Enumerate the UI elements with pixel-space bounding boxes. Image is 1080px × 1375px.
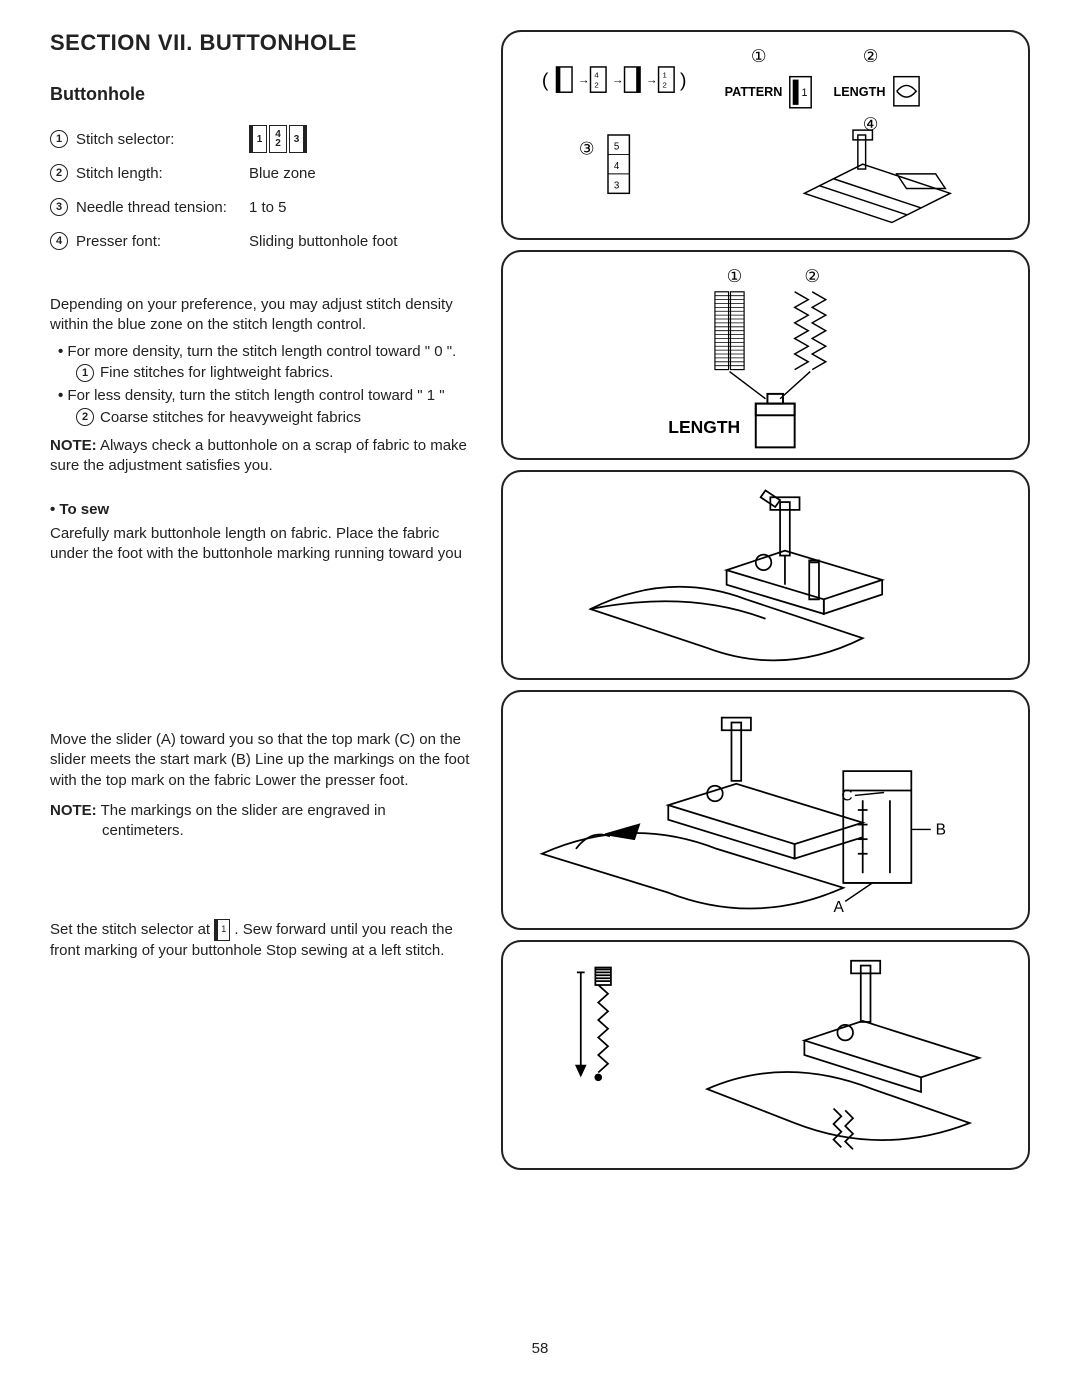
bullet-item: For less density, turn the stitch length… xyxy=(58,386,481,406)
note-text: Always check a buttonhole on a scrap of … xyxy=(50,437,467,474)
set-stitch-pre: Set the stitch selector at xyxy=(50,921,214,938)
page-number: 58 xyxy=(0,1340,1080,1357)
stitch-icon-2: 42 xyxy=(269,125,287,153)
svg-text:2: 2 xyxy=(594,80,598,89)
density-bullets: For more density, turn the stitch length… xyxy=(58,342,481,427)
to-sew-heading: • To sew xyxy=(50,501,481,518)
setting-value: 1 to 5 xyxy=(249,199,481,216)
setting-value: Blue zone xyxy=(249,165,481,182)
settings-list: 1 Stitch selector: 1 42 3 2 Stitch lengt… xyxy=(50,125,481,255)
to-sew-text: Carefully mark buttonhole length on fabr… xyxy=(50,524,481,565)
bullet-sub: 1 Fine stitches for lightweight fabrics. xyxy=(76,364,481,382)
svg-text:(: ( xyxy=(542,69,549,91)
svg-text:1: 1 xyxy=(662,71,666,80)
bullet-sub-text: Coarse stitches for heavyweight fabrics xyxy=(100,409,361,426)
figure-panel-2: ① ② LENGTH xyxy=(501,250,1030,460)
circled-number-icon: 3 xyxy=(50,198,68,216)
move-slider-text: Move the slider (A) toward you so that t… xyxy=(50,730,481,791)
svg-text:C: C xyxy=(841,787,852,804)
subsection-heading: Buttonhole xyxy=(50,84,481,105)
spacer xyxy=(50,570,481,730)
circled-4: ④ xyxy=(863,114,879,134)
stitch-selector-icons: 1 42 3 xyxy=(249,125,307,153)
bullet-sub: 2 Coarse stitches for heavyweight fabric… xyxy=(76,408,481,426)
stitch-icon-inline: 1 xyxy=(214,919,230,941)
svg-text:1: 1 xyxy=(801,87,807,99)
note-text: The markings on the slider are engraved … xyxy=(50,802,481,842)
setting-row: 3 Needle thread tension: 1 to 5 xyxy=(50,193,481,221)
setting-label: Stitch selector: xyxy=(76,131,241,148)
spacer xyxy=(50,859,481,919)
figure-panel-3 xyxy=(501,470,1030,680)
note-1: NOTE: Always check a buttonhole on a scr… xyxy=(50,436,481,477)
circled-3: ③ xyxy=(579,138,595,158)
length-label: LENGTH xyxy=(834,85,886,99)
setting-row: 4 Presser font: Sliding buttonhole foot xyxy=(50,227,481,255)
svg-text:LENGTH: LENGTH xyxy=(668,417,740,437)
note-2: NOTE: The markings on the slider are eng… xyxy=(50,801,481,842)
setting-value: Sliding buttonhole foot xyxy=(249,233,481,250)
svg-text:3: 3 xyxy=(614,180,619,191)
pattern-label: PATTERN xyxy=(725,85,783,99)
setting-row: 1 Stitch selector: 1 42 3 xyxy=(50,125,481,153)
circled-number-icon: 2 xyxy=(50,164,68,182)
figure-panel-1: ① ② ( → 42 → → 12 ) PATTERN 1 LENGTH xyxy=(501,30,1030,240)
circled-number-icon: 4 xyxy=(50,232,68,250)
svg-text:5: 5 xyxy=(614,142,619,153)
note-label: NOTE: xyxy=(50,437,97,454)
svg-text:→: → xyxy=(612,73,624,86)
setting-value: 1 42 3 xyxy=(249,125,481,153)
bullet-item: For more density, turn the stitch length… xyxy=(58,342,481,362)
svg-text:4: 4 xyxy=(594,71,599,80)
setting-label: Needle thread tension: xyxy=(76,199,241,216)
svg-text:4: 4 xyxy=(614,161,620,172)
bullet-sub-text: Fine stitches for lightweight fabrics. xyxy=(100,364,333,381)
left-column: SECTION VII. BUTTONHOLE Buttonhole 1 Sti… xyxy=(50,30,481,1170)
svg-text:B: B xyxy=(936,821,946,838)
figure-panel-5 xyxy=(501,940,1030,1170)
circled-number-icon: 1 xyxy=(76,364,94,382)
circled-2: ② xyxy=(863,46,879,66)
setting-label: Presser font: xyxy=(76,233,241,250)
svg-text:2: 2 xyxy=(662,80,666,89)
set-stitch-text: Set the stitch selector at 1 . Sew forwa… xyxy=(50,919,481,961)
note-label: NOTE: xyxy=(50,802,97,819)
right-column: ① ② ( → 42 → → 12 ) PATTERN 1 LENGTH xyxy=(501,30,1030,1170)
svg-text:A: A xyxy=(834,899,845,916)
setting-label: Stitch length: xyxy=(76,165,241,182)
svg-text:→: → xyxy=(646,73,658,86)
intro-paragraph: Depending on your preference, you may ad… xyxy=(50,295,481,336)
circled-1: ① xyxy=(751,46,767,66)
circled-number-icon: 1 xyxy=(50,130,68,148)
svg-text:②: ② xyxy=(804,266,820,286)
svg-text:): ) xyxy=(680,69,686,91)
circled-number-icon: 2 xyxy=(76,408,94,426)
section-title: SECTION VII. BUTTONHOLE xyxy=(50,30,481,56)
setting-row: 2 Stitch length: Blue zone xyxy=(50,159,481,187)
figure-panel-4: C B A xyxy=(501,690,1030,930)
stitch-icon-1: 1 xyxy=(249,125,267,153)
svg-text:①: ① xyxy=(727,266,743,286)
stitch-icon-3: 3 xyxy=(289,125,307,153)
svg-text:→: → xyxy=(578,73,590,86)
